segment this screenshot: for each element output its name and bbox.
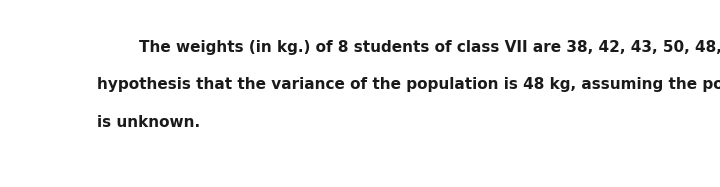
Text: is unknown.: is unknown.: [96, 115, 200, 130]
Text: The weights (in kg.) of 8 students of class VII are 38, 42, 43, 50, 48, 45, 52 a: The weights (in kg.) of 8 students of cl…: [96, 40, 720, 55]
Text: hypothesis that the variance of the population is 48 kg, assuming the population: hypothesis that the variance of the popu…: [96, 77, 720, 92]
